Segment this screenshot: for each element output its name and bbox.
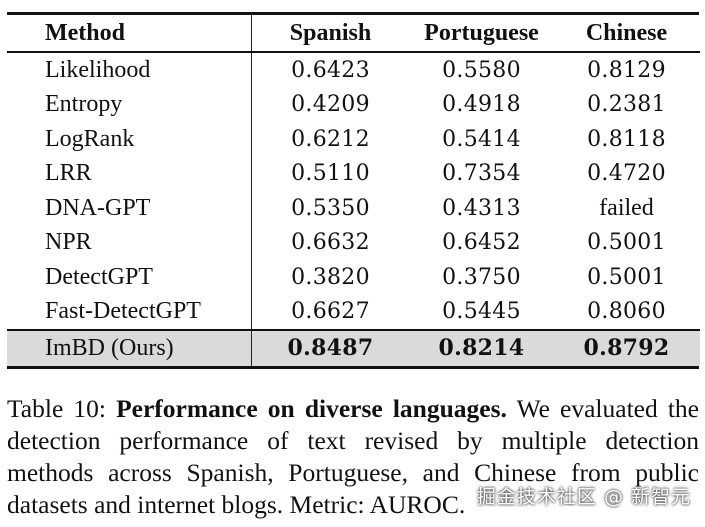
table-bottom-rule — [7, 365, 699, 369]
cell-portuguese: 0.5580 — [442, 57, 521, 83]
table-row: Fast-DetectGPT 0.6627 0.5445 0.8060 — [7, 294, 700, 329]
table-caption: Table 10: Performance on diverse languag… — [7, 393, 699, 521]
cell-chinese: 0.8118 — [587, 126, 666, 152]
caption-body: We evaluated the detection performance o… — [7, 394, 699, 519]
table-row: DetectGPT 0.3820 0.3750 0.5001 — [7, 260, 700, 295]
cell-spanish: 0.3820 — [291, 264, 370, 290]
table-row-ours: ImBD (Ours) 0.8487 0.8214 0.8792 — [7, 331, 700, 366]
cell-spanish: 0.8487 — [251, 331, 410, 366]
cell-chinese: 0.5001 — [587, 264, 666, 290]
cell-chinese: failed — [599, 194, 654, 221]
table-ours-rule — [7, 329, 700, 331]
cell-chinese: 0.8060 — [587, 299, 666, 325]
caption-label: Table 10: — [7, 394, 106, 423]
table-row: DNA-GPT 0.5350 0.4313 failed — [7, 191, 700, 226]
table-header-rule — [7, 51, 700, 53]
cell-portuguese: 0.4918 — [442, 92, 521, 118]
cell-spanish: 0.6632 — [291, 230, 370, 256]
cell-method: LRR — [7, 156, 252, 191]
cell-method: ImBD (Ours) — [7, 331, 252, 366]
cell-chinese: 0.2381 — [587, 92, 666, 118]
cell-portuguese: 0.8214 — [409, 331, 554, 366]
cell-spanish: 0.6423 — [291, 57, 370, 83]
cell-spanish: 0.5110 — [291, 161, 370, 187]
table-row: NPR 0.6632 0.6452 0.5001 — [7, 225, 700, 260]
results-table: Method Spanish Portuguese Chinese Likeli… — [7, 15, 700, 366]
cell-method: LogRank — [7, 122, 252, 157]
cell-method: DetectGPT — [7, 260, 252, 295]
cell-method: NPR — [7, 225, 252, 260]
cell-chinese: 0.5001 — [587, 230, 666, 256]
watermark-text: 掘金技术社区 @ 新智元 — [476, 486, 691, 508]
caption-title: Performance on diverse languages. — [116, 394, 507, 423]
header-portuguese: Portuguese — [424, 19, 539, 46]
table-row: Entropy 0.4209 0.4918 0.2381 — [7, 87, 700, 122]
cell-spanish: 0.6212 — [291, 126, 370, 152]
cell-chinese: 0.4720 — [587, 161, 666, 187]
cell-spanish: 0.5350 — [291, 195, 370, 221]
table-row: LogRank 0.6212 0.5414 0.8118 — [7, 122, 700, 157]
cell-portuguese: 0.5445 — [442, 299, 521, 325]
cell-chinese: 0.8792 — [553, 331, 700, 366]
cell-spanish: 0.4209 — [291, 92, 370, 118]
cell-method: Entropy — [7, 87, 252, 122]
cell-chinese: 0.8129 — [587, 57, 666, 83]
cell-method: Fast-DetectGPT — [7, 294, 252, 329]
cell-spanish: 0.6627 — [291, 299, 370, 325]
header-chinese: Chinese — [585, 19, 668, 46]
header-method: Method — [7, 15, 252, 51]
cell-portuguese: 0.6452 — [442, 230, 521, 256]
cell-portuguese: 0.3750 — [442, 264, 521, 290]
table-row: Likelihood 0.6423 0.5580 0.8129 — [7, 53, 700, 88]
cell-method: Likelihood — [7, 53, 252, 88]
results-table-container: Method Spanish Portuguese Chinese Likeli… — [7, 12, 700, 369]
cell-method: DNA-GPT — [7, 191, 252, 226]
cell-portuguese: 0.4313 — [442, 195, 521, 221]
table-top-rule — [7, 12, 699, 15]
table-header-row: Method Spanish Portuguese Chinese — [7, 15, 700, 51]
cell-portuguese: 0.5414 — [442, 126, 521, 152]
table-row: LRR 0.5110 0.7354 0.4720 — [7, 156, 700, 191]
header-spanish: Spanish — [289, 19, 372, 46]
cell-portuguese: 0.7354 — [442, 161, 521, 187]
